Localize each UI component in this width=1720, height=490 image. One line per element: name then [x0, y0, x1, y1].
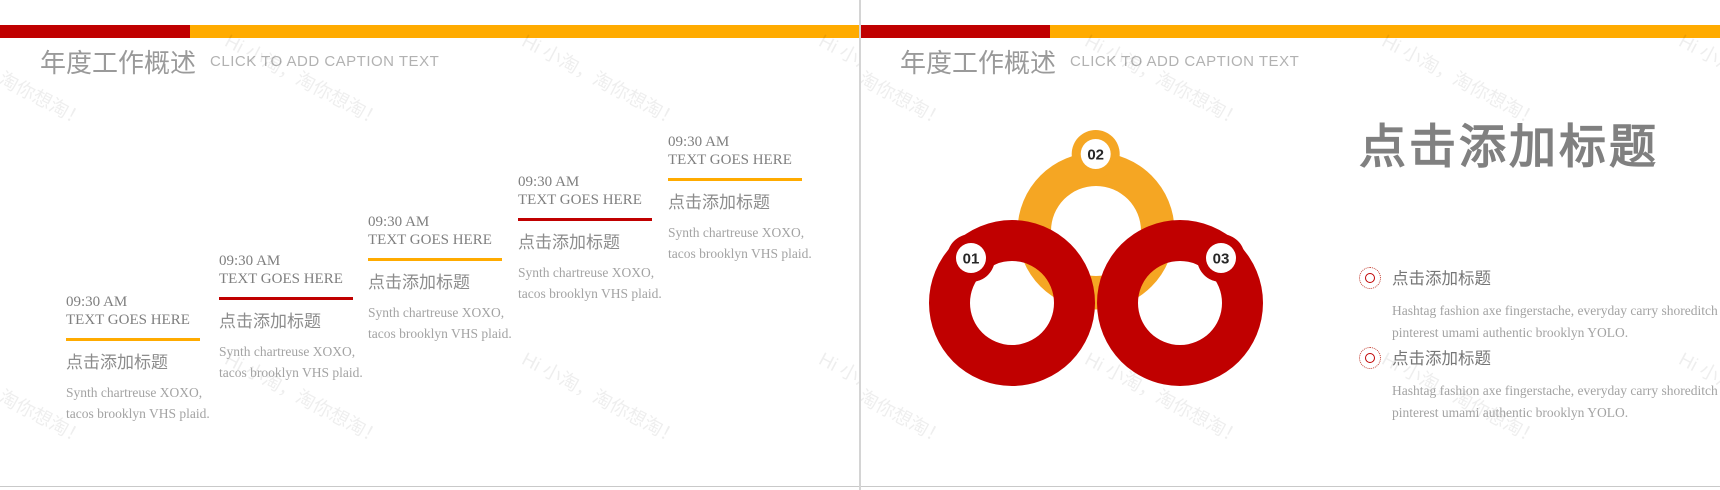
svg-text:01: 01 [963, 251, 980, 268]
svg-text:03: 03 [1213, 251, 1230, 268]
svg-text:02: 02 [1087, 147, 1104, 164]
